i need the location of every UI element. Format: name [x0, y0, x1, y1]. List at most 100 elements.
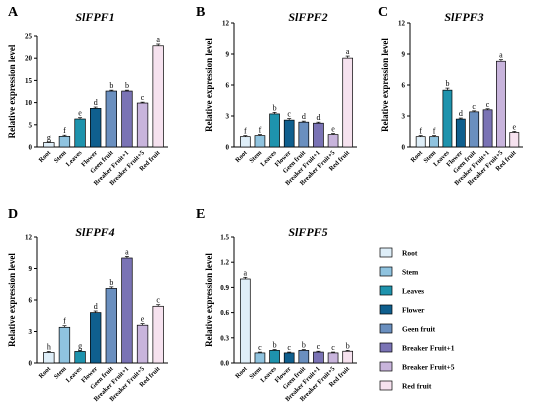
- legend-swatch: [379, 266, 393, 277]
- significance-letter: d: [94, 98, 98, 107]
- bar[interactable]: [152, 45, 164, 148]
- bar[interactable]: [254, 135, 266, 148]
- legend-label: Root: [402, 249, 418, 258]
- y-tick-label: 1.5: [220, 234, 229, 242]
- significance-letter: c: [317, 342, 321, 351]
- significance-letter: f: [63, 126, 66, 135]
- bar[interactable]: [74, 351, 86, 364]
- y-tick-label: 0.6: [220, 309, 229, 317]
- y-tick-label: 25: [25, 33, 33, 41]
- significance-letter: c: [287, 343, 291, 352]
- bar[interactable]: [429, 136, 439, 148]
- bar[interactable]: [298, 350, 310, 364]
- significance-letter: g: [78, 341, 82, 350]
- bar[interactable]: [105, 90, 117, 148]
- bar[interactable]: [342, 350, 354, 364]
- legend-label: Red fruit: [402, 382, 432, 391]
- bar[interactable]: [509, 132, 520, 148]
- legend-swatch: [379, 342, 393, 353]
- bar[interactable]: [298, 121, 310, 148]
- bar[interactable]: [58, 326, 71, 364]
- bar[interactable]: [74, 118, 86, 148]
- bar[interactable]: [58, 135, 71, 148]
- significance-letter: d: [459, 109, 463, 118]
- bar[interactable]: [254, 352, 266, 364]
- bar[interactable]: [136, 102, 149, 148]
- bar[interactable]: [136, 324, 149, 364]
- y-tick-label: 0: [29, 360, 33, 368]
- bar[interactable]: [90, 312, 102, 364]
- bar[interactable]: [327, 134, 339, 148]
- bar[interactable]: [455, 118, 466, 148]
- bar[interactable]: [43, 142, 55, 148]
- bar[interactable]: [43, 352, 55, 364]
- bar[interactable]: [152, 305, 164, 364]
- bar[interactable]: [313, 122, 324, 148]
- y-tick-label: 5: [29, 121, 33, 129]
- chart-title: SlFPF2: [288, 10, 327, 24]
- y-tick-label: 0.0: [220, 360, 229, 368]
- bar[interactable]: [269, 113, 280, 148]
- legend-item: Geen fruit: [379, 323, 436, 334]
- bar[interactable]: [283, 119, 295, 148]
- panel-b: B SlFPF2 Relative expression level 0 3 6 9 12 f R…: [196, 5, 357, 187]
- y-tick-label: 12: [25, 234, 33, 242]
- significance-letter: c: [156, 296, 160, 305]
- y-tick-label: 9: [402, 51, 406, 59]
- legend: Root Stem Leaves Flower Geen fruit Breaker Fr…: [379, 247, 455, 391]
- significance-letter: c: [258, 343, 262, 352]
- chart-title: SlFPF5: [288, 225, 327, 239]
- bar[interactable]: [269, 350, 280, 364]
- y-axis-label: Relative expression level: [7, 44, 17, 138]
- y-tick-label: 1.2: [220, 259, 229, 267]
- y-tick-label: 0: [29, 144, 33, 152]
- bar[interactable]: [283, 352, 295, 364]
- bar[interactable]: [327, 352, 339, 364]
- y-axis-label: Relative expression level: [204, 38, 214, 132]
- significance-letter: c: [472, 102, 476, 111]
- legend-item: Breaker Fruit+1: [379, 342, 455, 353]
- x-tick-label: Root: [410, 149, 425, 164]
- bar[interactable]: [90, 108, 102, 148]
- bar[interactable]: [496, 60, 506, 148]
- bar[interactable]: [105, 288, 117, 364]
- y-tick-label: 12: [222, 20, 230, 28]
- bar[interactable]: [469, 111, 480, 148]
- bar[interactable]: [342, 57, 354, 148]
- y-tick-label: 10: [25, 99, 33, 107]
- y-tick-label: 9: [29, 265, 33, 273]
- panel-letter: A: [8, 5, 19, 20]
- legend-item: Flower: [379, 304, 425, 315]
- legend-label: Stem: [402, 268, 419, 277]
- legend-item: Stem: [379, 266, 419, 277]
- legend-swatch: [379, 285, 393, 296]
- y-tick-label: 3: [226, 113, 230, 121]
- panel-letter: C: [378, 5, 388, 20]
- panel-d: D SlFPF4 Relative expression level 0 3 6 9 12 h R…: [7, 207, 168, 403]
- bar[interactable]: [239, 136, 251, 148]
- panel-c: C SlFPF3 Relative expression level 0 3 6 9 12 f R…: [378, 5, 523, 187]
- bar[interactable]: [121, 257, 133, 364]
- legend-label: Flower: [402, 306, 425, 315]
- bar[interactable]: [313, 351, 324, 364]
- significance-letter: d: [316, 113, 320, 122]
- bar[interactable]: [482, 109, 493, 148]
- significance-letter: c: [486, 100, 490, 109]
- significance-letter: e: [513, 123, 517, 132]
- chart-title: SlFPF3: [444, 10, 483, 24]
- legend-label: Breaker Fruit+5: [402, 363, 455, 372]
- y-tick-label: 6: [29, 297, 33, 305]
- significance-letter: h: [47, 342, 51, 351]
- legend-label: Breaker Fruit+1: [402, 344, 455, 353]
- bar[interactable]: [239, 278, 251, 364]
- bar[interactable]: [121, 90, 133, 148]
- y-tick-label: 0.3: [220, 334, 229, 342]
- panel-a: A SlFPF1 Relative expression level 0 5 10 15 20…: [7, 5, 168, 187]
- bar[interactable]: [415, 136, 426, 148]
- significance-letter: a: [244, 268, 248, 277]
- significance-letter: a: [346, 47, 350, 56]
- bar[interactable]: [442, 89, 453, 148]
- x-tick-label: Root: [38, 365, 53, 380]
- significance-letter: c: [331, 343, 335, 352]
